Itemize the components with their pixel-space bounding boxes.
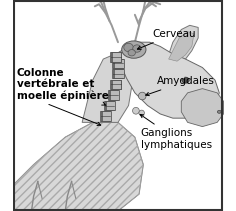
Ellipse shape	[122, 41, 146, 58]
Ellipse shape	[128, 50, 135, 56]
Polygon shape	[164, 25, 198, 68]
Circle shape	[139, 110, 144, 116]
Polygon shape	[113, 59, 123, 68]
Polygon shape	[112, 80, 122, 89]
Text: Cerveau: Cerveau	[137, 29, 196, 49]
Polygon shape	[111, 52, 121, 62]
Polygon shape	[112, 52, 122, 62]
Polygon shape	[82, 53, 133, 122]
Polygon shape	[114, 59, 124, 68]
Polygon shape	[112, 69, 122, 78]
Polygon shape	[110, 80, 120, 89]
Ellipse shape	[217, 110, 221, 113]
Polygon shape	[108, 90, 118, 100]
Polygon shape	[101, 111, 110, 121]
Polygon shape	[118, 42, 219, 118]
Polygon shape	[111, 80, 121, 89]
Polygon shape	[109, 90, 118, 100]
Circle shape	[139, 92, 146, 100]
Polygon shape	[110, 52, 120, 62]
Polygon shape	[102, 111, 111, 121]
Polygon shape	[106, 101, 115, 110]
Polygon shape	[104, 101, 113, 110]
Polygon shape	[114, 69, 124, 78]
Polygon shape	[113, 69, 123, 78]
Circle shape	[133, 107, 139, 114]
Ellipse shape	[133, 45, 141, 52]
Ellipse shape	[124, 43, 133, 52]
Text: Colonne
vertébrale et
moelle épinière: Colonne vertébrale et moelle épinière	[17, 68, 109, 105]
Polygon shape	[110, 90, 119, 100]
Polygon shape	[112, 59, 122, 68]
Polygon shape	[169, 32, 194, 61]
Text: Amygdales: Amygdales	[146, 76, 215, 96]
Text: Ganglions
lymphatiques: Ganglions lymphatiques	[140, 114, 212, 150]
Polygon shape	[100, 111, 109, 121]
Ellipse shape	[182, 77, 189, 83]
Polygon shape	[105, 101, 114, 110]
Ellipse shape	[182, 77, 185, 79]
Polygon shape	[181, 89, 223, 127]
Polygon shape	[13, 122, 143, 211]
